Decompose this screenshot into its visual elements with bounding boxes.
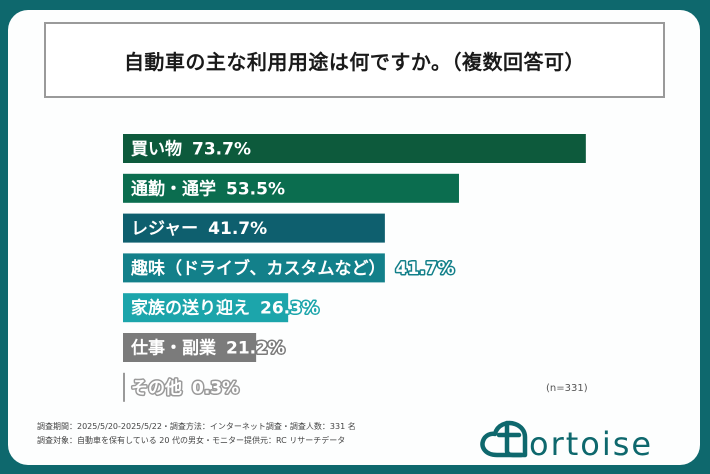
title-box: 自動車の主な利用用途は何ですか。（複数回答可） (44, 22, 665, 98)
category-label: 買い物 (131, 139, 182, 160)
value-label: 53.5% (226, 179, 285, 199)
sample-size-label: (n=331) (546, 383, 588, 394)
category-label: その他 (131, 377, 182, 398)
bar-6 (123, 333, 257, 362)
bar-label-5: 家族の送り迎え 26.3% (131, 298, 319, 319)
category-label: 趣味（ドライブ、カスタムなど） (130, 258, 386, 279)
survey-notes: 調査期間：2025/5/20-2025/5/22・調査方法：インターネット調査・… (37, 420, 356, 448)
bar-label-2: 通勤・通学 53.5% (131, 178, 285, 199)
survey-note-period: 調査期間：2025/5/20-2025/5/22・調査方法：インターネット調査・… (37, 422, 356, 431)
chart-title: 自動車の主な利用用途は何ですか。（複数回答可） (123, 49, 586, 74)
bar-1 (123, 134, 586, 163)
value-label: 73.7% (192, 140, 251, 160)
bar-label-7: その他 0.3% (131, 377, 239, 398)
value-label: 41.7% (396, 259, 455, 279)
cloud-icon (480, 420, 528, 458)
category-label: 通勤・通学 (131, 178, 216, 199)
value-label: 26.3% (260, 299, 319, 319)
logo-wordmark: ortoise (529, 425, 653, 463)
bar-label-1: 買い物 73.7% (131, 139, 251, 160)
bar-label-4: 趣味（ドライブ、カスタムなど） 41.7% (130, 258, 454, 279)
value-label: 0.3% (192, 378, 239, 398)
category-label: 仕事・副業 (130, 338, 216, 359)
bar-4 (123, 253, 385, 283)
bar-3 (123, 213, 385, 243)
category-label: レジャー (131, 219, 198, 239)
survey-note-target: 調査対象：自動車を保有している 20 代の男女・モニター提供元：RC リサーチデ… (37, 436, 346, 445)
bar-2 (123, 173, 459, 203)
category-label: 家族の送り迎え (131, 298, 250, 319)
bar-7 (123, 372, 125, 402)
tortoise-logo: ortoise (480, 420, 653, 463)
bar-5 (123, 293, 289, 323)
bar-label-6: 仕事・副業 21.2% (130, 338, 285, 359)
value-label: 41.7% (208, 219, 267, 239)
value-label: 21.2% (226, 339, 285, 359)
bar-label-3: レジャー 41.7% (131, 219, 267, 239)
t-letter-icon (496, 420, 524, 458)
